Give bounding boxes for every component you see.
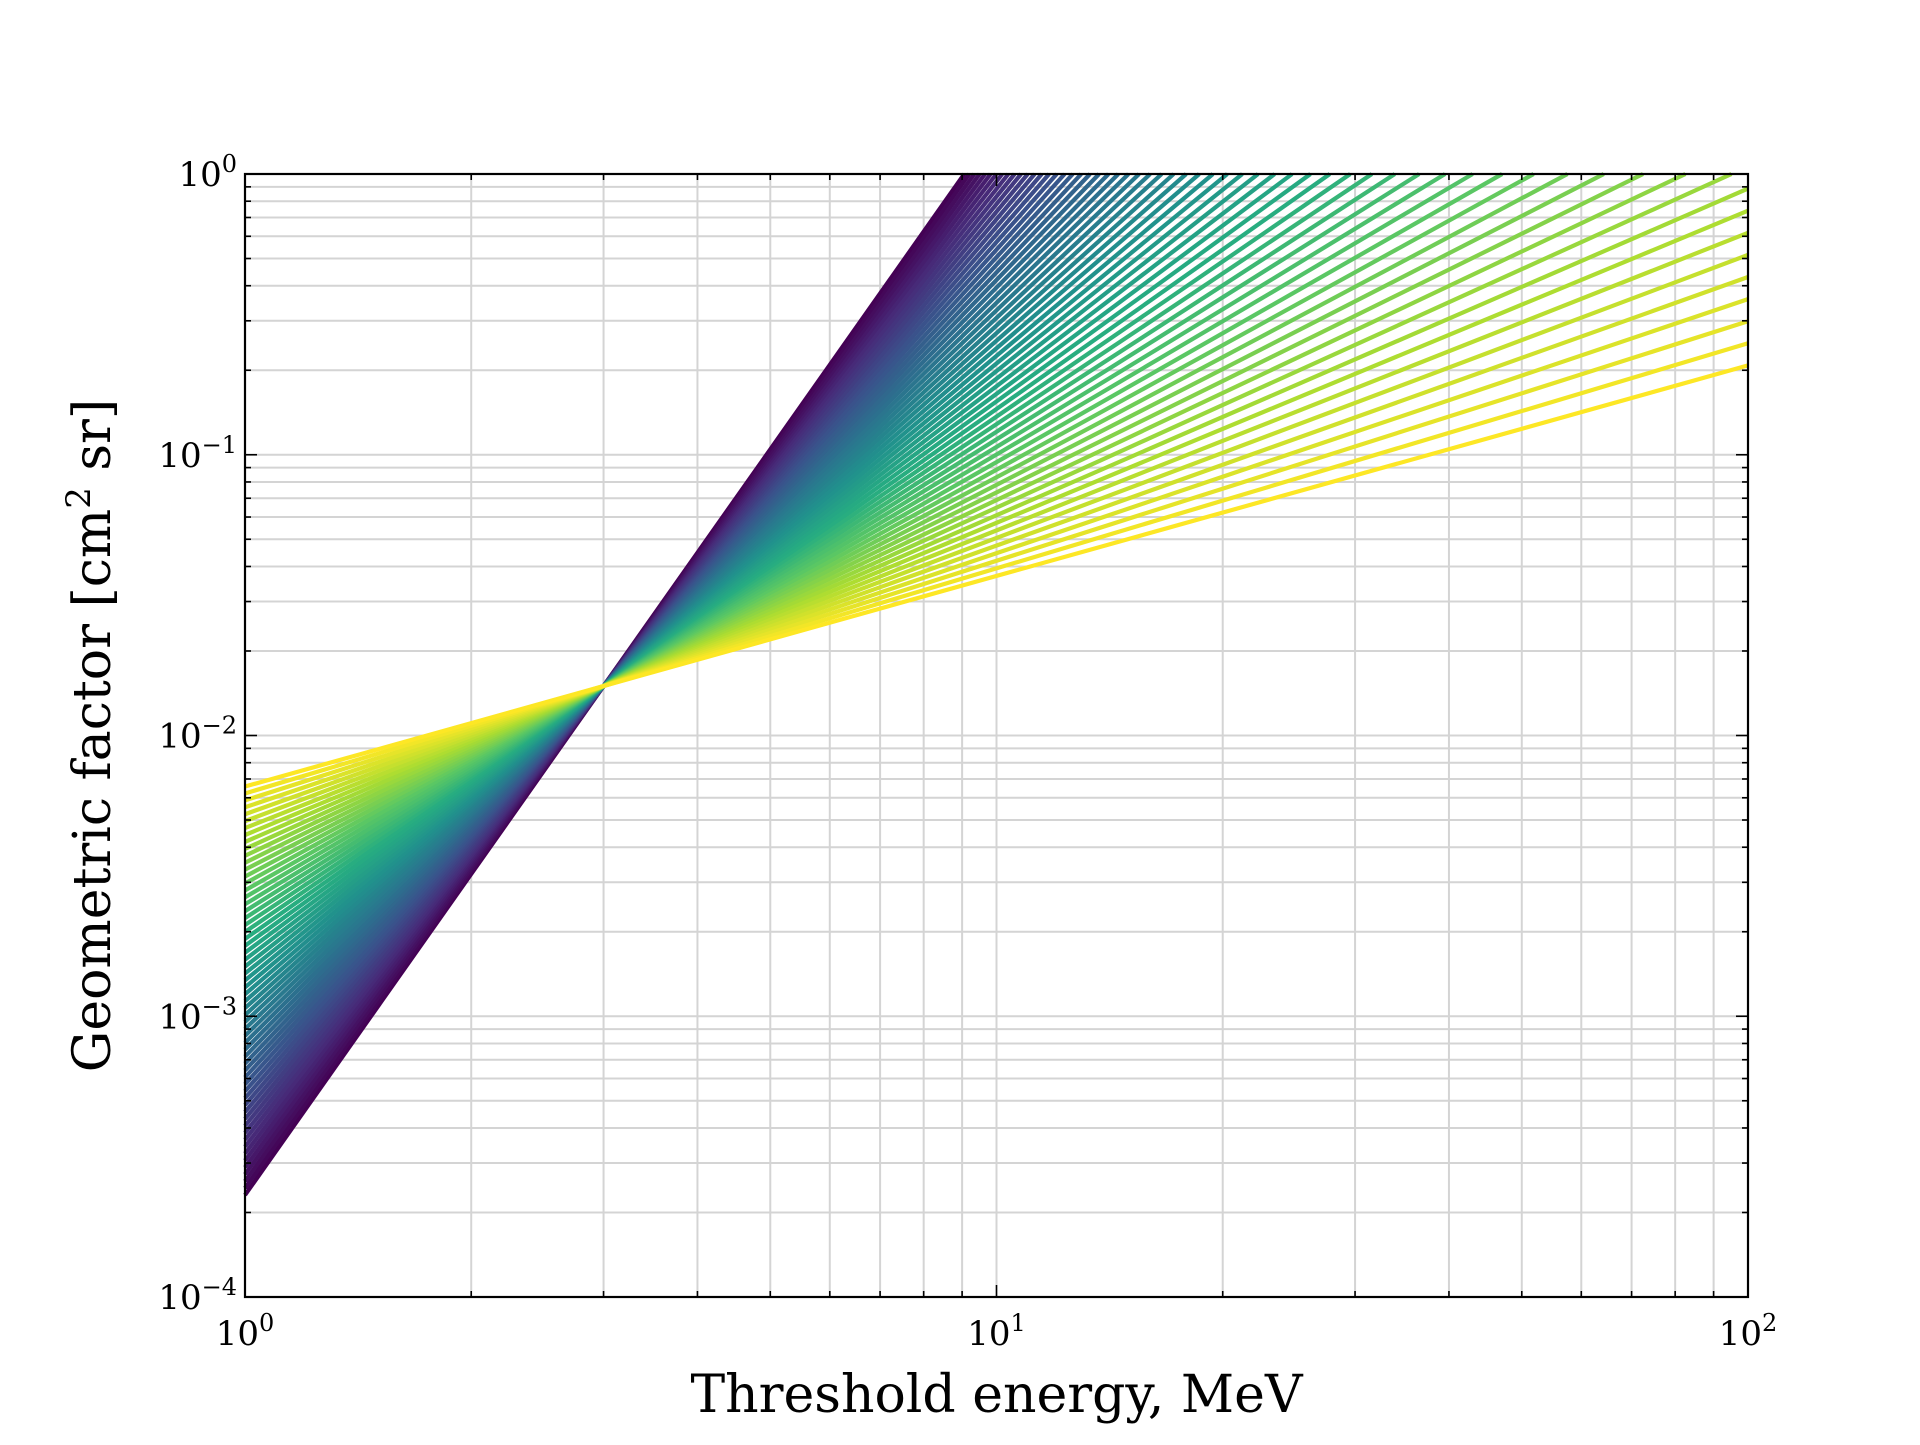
series-line	[243, 172, 1260, 969]
series-line	[243, 172, 1244, 976]
series-line	[243, 172, 1352, 934]
y-tick-label: 100	[178, 150, 237, 195]
axis-ticks	[244, 173, 1749, 1298]
x-axis-title: Threshold energy, MeV	[690, 1365, 1303, 1425]
y-axis-title: Geometric factor [cm2 sr]	[59, 399, 123, 1072]
series-line	[243, 172, 1332, 941]
x-tick-label: 100	[216, 1309, 275, 1354]
series-line	[243, 172, 1447, 907]
y-axis-title-main: Geometric factor [cm	[63, 509, 123, 1072]
series-lines	[243, 172, 1749, 1197]
series-line	[243, 172, 1312, 948]
tick-labels: 100 101 102 10−4 10−3 10−2 10−1 100	[158, 150, 1777, 1354]
series-line	[243, 172, 1421, 913]
x-tick-label: 102	[1719, 1309, 1778, 1354]
y-tick-label: 10−1	[158, 431, 237, 476]
series-line	[244, 172, 1644, 865]
series-line	[243, 172, 1374, 927]
y-tick-label: 10−2	[158, 712, 237, 757]
series-line	[243, 172, 1294, 955]
series-line	[243, 172, 1504, 893]
series-line	[244, 172, 1569, 879]
y-tick-label: 10−3	[158, 992, 237, 1037]
series-line	[243, 172, 1535, 886]
y-axis-title-sup: 2	[59, 487, 99, 509]
series-line	[244, 363, 1749, 789]
x-tick-label: 101	[967, 1309, 1026, 1354]
series-line	[244, 172, 1605, 872]
series-line	[243, 172, 1474, 900]
series-line	[243, 172, 1276, 962]
y-axis-title-end: sr]	[63, 399, 123, 487]
y-tick-label: 10−4	[158, 1273, 237, 1318]
series-line	[243, 172, 1396, 920]
